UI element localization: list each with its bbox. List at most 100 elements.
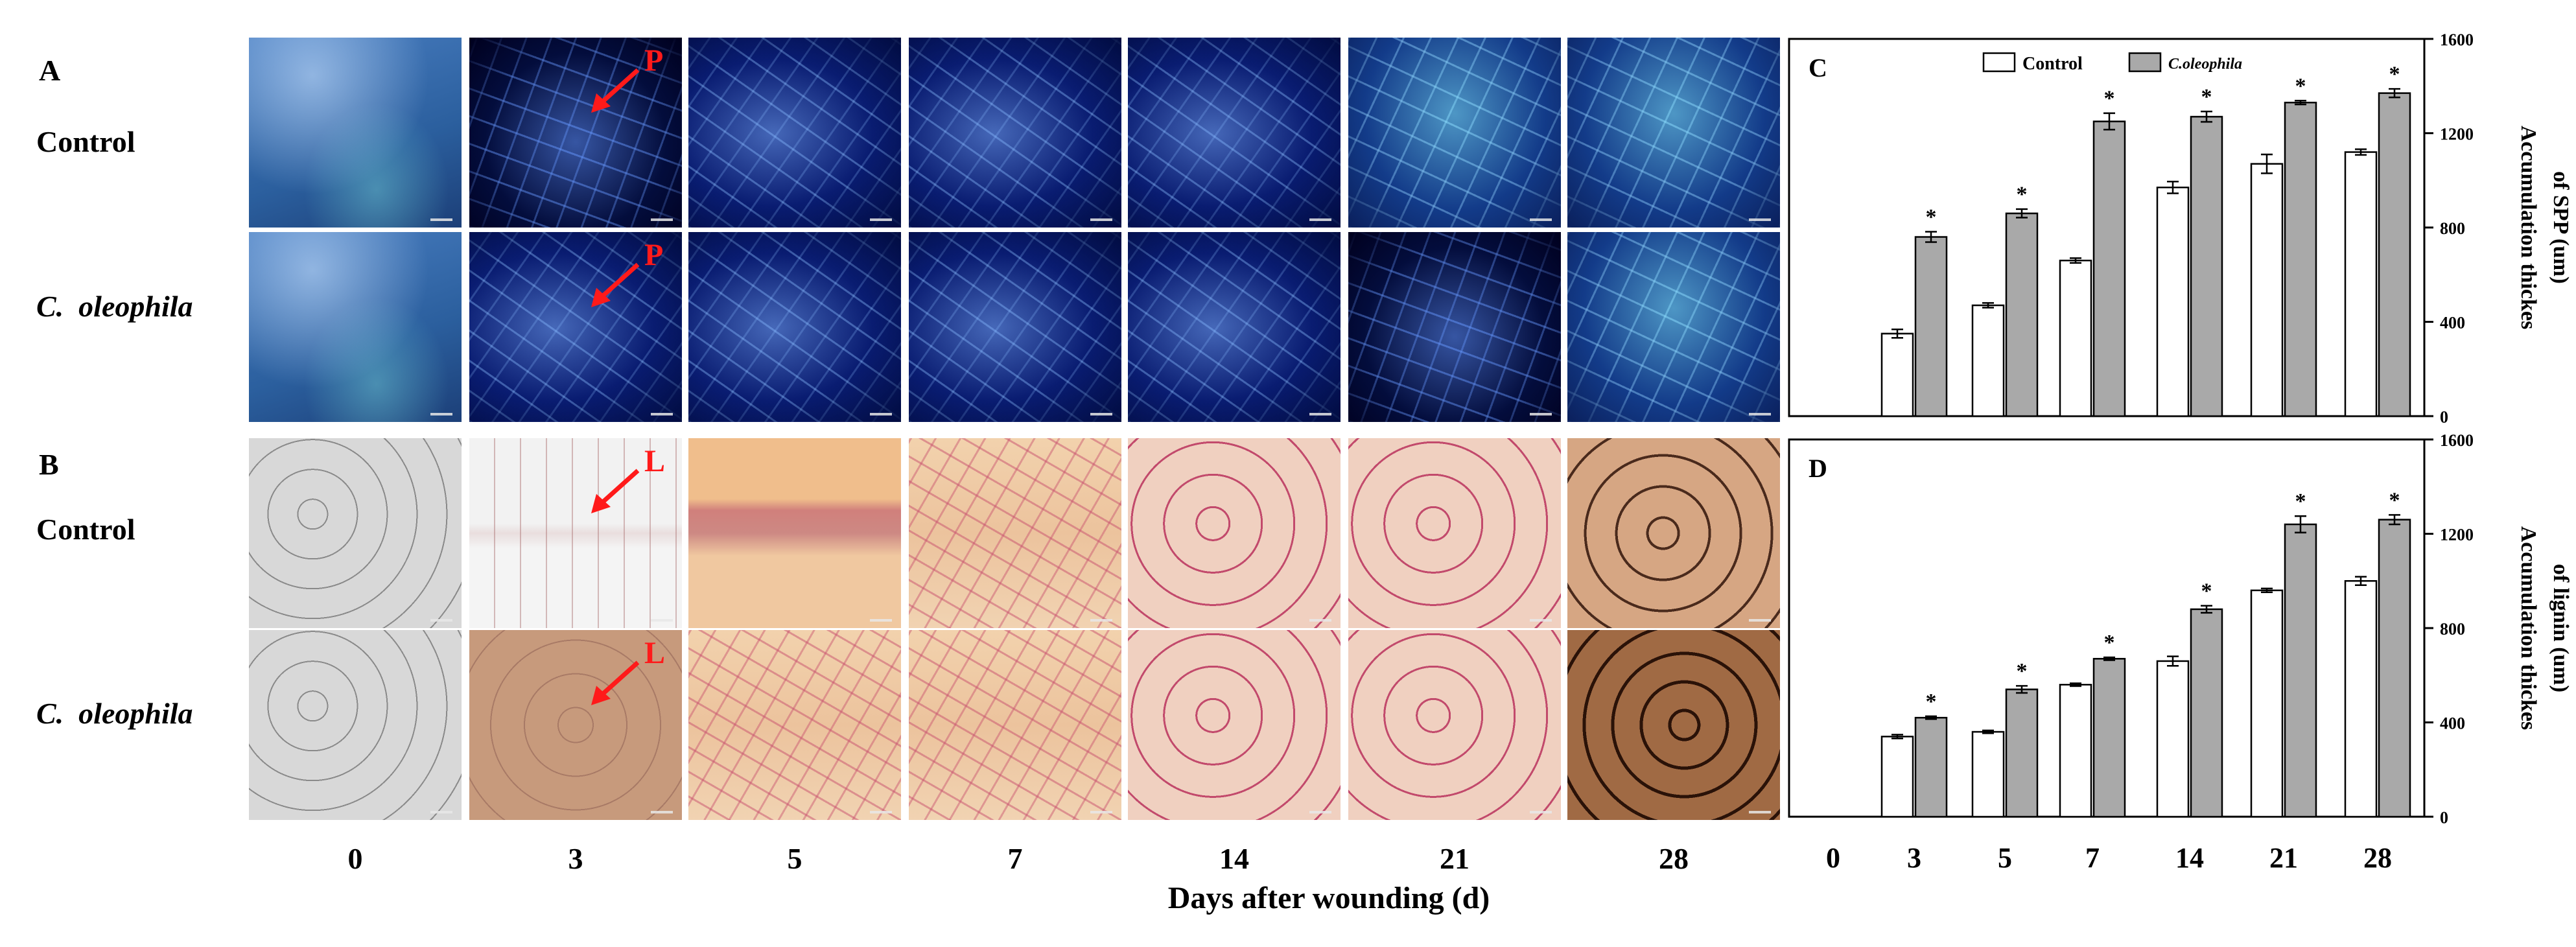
significance-mark: * [2389,488,2400,512]
scale-bar [1749,413,1771,415]
micrograph-a-control-day-14 [1128,38,1341,228]
y-axis-title: Accumulation thickes [2516,126,2540,330]
micrograph-a-control-day-3: P [469,38,682,228]
bar-oleophila [2005,688,2039,818]
bar-oleophila [2005,212,2039,417]
y-tick-label: 1200 [2440,526,2474,544]
significance-mark: * [2201,85,2212,109]
panel-a-label: A [39,54,61,87]
red-arrow-icon [591,68,640,113]
micrograph-day-label: 5 [787,842,802,875]
y-tick-label: 400 [2440,314,2465,333]
bar-control [1880,333,1914,417]
row-label-b-control: Control [36,513,135,546]
bar-control [1971,731,2005,818]
micrograph-a-oleophila-day-3: P [469,232,682,422]
scale-bar [651,413,673,415]
row-label-a-oleophila: C. oleophila [36,290,193,323]
micrograph-a-control-day-0 [249,38,462,228]
bar-oleophila [2378,92,2411,417]
scale-bar [1530,811,1552,813]
scale-bar [1090,811,1112,813]
y-tick-label: 1200 [2440,125,2474,144]
red-arrow-icon [591,469,640,513]
scale-bar [1090,218,1112,221]
x-tick-label: 7 [2085,842,2100,874]
bar-oleophila [1914,716,1948,818]
micrograph-b-oleophila-day-0 [249,630,462,820]
micrograph-b-control-day-21 [1348,438,1561,628]
scale-bar [651,619,673,622]
bar-oleophila [2378,519,2411,818]
x-tick-label: 14 [2175,842,2204,874]
micrograph-day-label: 3 [568,842,583,875]
micrograph-b-control-day-7 [909,438,1121,628]
significance-mark: * [2295,74,2306,98]
micrograph-a-oleophila-day-14 [1128,232,1341,422]
significance-mark: * [2389,62,2400,86]
x-axis-label: Days after wounding (d) [1167,881,1490,915]
bar-oleophila [2092,658,2126,818]
significance-mark: * [2017,659,2028,683]
scale-bar [1749,218,1771,221]
micrograph-b-control-day-28 [1567,438,1780,628]
legend-swatch-control [1982,52,2016,73]
micrograph-a-control-day-28 [1567,38,1780,228]
bar-control [2344,151,2378,417]
micrograph-b-oleophila-day-14 [1128,630,1341,820]
legend-swatch-oleophila [2128,52,2162,73]
micrograph-day-label: 28 [1659,842,1689,875]
y-axis-title: of SPP (um) [2549,171,2573,284]
scale-bar [1309,811,1331,813]
legend-label-control: Control [2022,54,2083,74]
scale-bar [1749,811,1771,813]
scale-bar [1309,218,1331,221]
scale-bar [1090,413,1112,415]
micrograph-a-oleophila-day-21 [1348,232,1561,422]
bar-control [2156,186,2190,417]
bar-oleophila [1914,236,1948,417]
significance-mark: * [2104,631,2115,655]
micrograph-a-control-day-7 [909,38,1121,228]
micrograph-day-label: 14 [1219,842,1249,875]
micrograph-a-oleophila-day-7 [909,232,1121,422]
x-tick-label: 28 [2363,842,2392,874]
scale-bar [1530,218,1552,221]
scale-bar [1530,413,1552,415]
micrograph-day-label: 7 [1007,842,1023,875]
scale-bar [1090,619,1112,622]
bar-control [2250,589,2284,818]
significance-mark: * [2201,579,2212,603]
micrograph-a-control-day-5 [688,38,901,228]
panel-b-label: B [39,448,59,481]
y-tick-label: 400 [2440,714,2465,733]
micrograph-a-oleophila-day-28 [1567,232,1780,422]
bar-oleophila [2190,115,2223,417]
lignin-marker: L [644,444,666,478]
y-tick-label: 800 [2440,620,2465,638]
bar-oleophila [2284,523,2317,818]
y-tick-label: 0 [2440,808,2448,827]
panel-letter: C [1809,53,1827,82]
panel-letter: D [1809,454,1827,483]
micrograph-a-oleophila-day-5 [688,232,901,422]
y-tick-label: 800 [2440,219,2465,238]
bar-control [2344,580,2378,818]
significance-mark: * [2017,183,2028,207]
chart-d-lignin: 0 400 800 1200 1600 * * * * * * Accumulation thicke… [1788,431,2573,874]
y-axis-title: Accumulation thickes [2516,526,2540,731]
micrograph-a-oleophila-day-0 [249,232,462,422]
micrograph-b-control-day-14 [1128,438,1341,628]
micrograph-a-control-day-21 [1348,38,1561,228]
chart-c-spp: 0 400 800 1200 1600 * * * * * * Accumulation thicke… [1788,30,2573,427]
bar-oleophila [2190,608,2223,818]
micrograph-b-oleophila-day-28 [1567,630,1780,820]
bar-oleophila [2092,121,2126,417]
lignin-marker: L [644,636,666,670]
bar-control [1880,736,1914,818]
bar-control [2059,684,2092,818]
significance-mark: * [1926,690,1937,714]
row-label-b-oleophila: C. oleophila [36,697,193,730]
bar-control [2059,259,2092,417]
micrograph-b-oleophila-day-5 [688,630,901,820]
